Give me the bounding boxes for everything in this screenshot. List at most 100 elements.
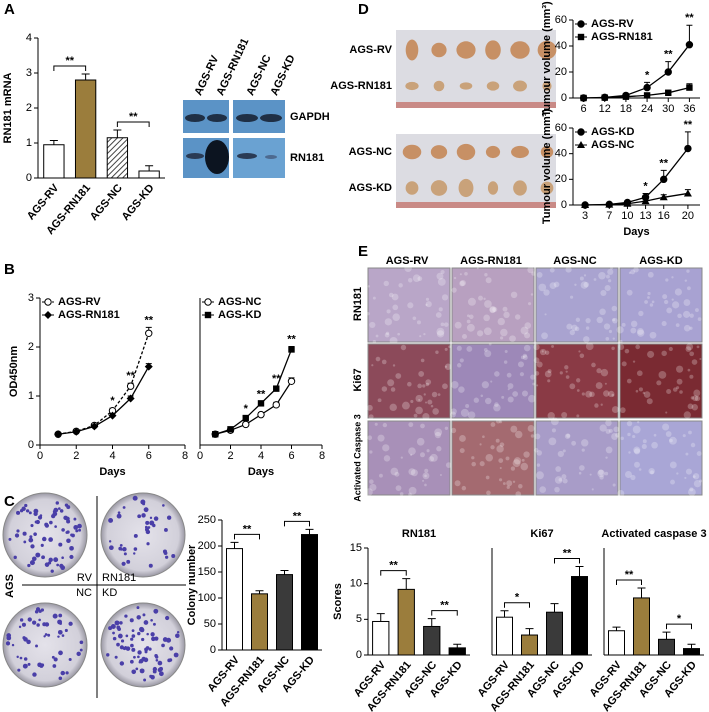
colony [38, 618, 41, 622]
colony [133, 655, 136, 659]
ihc-texture [444, 363, 452, 371]
ihc-texture [611, 393, 615, 397]
ihc-texture [497, 317, 505, 326]
ihc-texture [533, 357, 540, 364]
colony [61, 528, 65, 532]
point [659, 193, 668, 201]
ihc-texture [509, 335, 516, 343]
legend-label: AGS-NC [218, 296, 261, 308]
colony [155, 658, 159, 662]
colony [131, 634, 136, 638]
ihc-texture [562, 449, 566, 453]
ihc-texture [536, 463, 541, 467]
tumour [540, 146, 554, 158]
ihc-texture [510, 466, 516, 471]
tumour [456, 143, 476, 161]
ihc-texture [387, 379, 395, 387]
ihc-texture [391, 293, 399, 301]
ihc-texture [565, 266, 572, 273]
ihc-texture [517, 361, 525, 368]
ihc-texture [574, 283, 577, 286]
ihc-texture [420, 423, 425, 429]
ihc-texture [676, 378, 683, 385]
colony [61, 634, 65, 637]
ihc-texture [425, 301, 432, 308]
colony [144, 525, 148, 529]
colony [144, 650, 148, 654]
point [54, 430, 63, 439]
ihc-texture [619, 339, 623, 344]
ihc-texture [551, 428, 556, 433]
colony [145, 529, 151, 535]
ihc-texture [583, 281, 590, 288]
tumour [430, 145, 448, 159]
ihc-texture [626, 289, 633, 296]
ihc-texture [685, 468, 693, 475]
ihc-texture [459, 448, 465, 454]
ihc-texture [636, 420, 640, 424]
ihc-texture [392, 364, 396, 367]
ihc-texture [437, 393, 441, 397]
ihc-texture [390, 387, 396, 392]
error-bar [637, 587, 646, 598]
ihc-texture [550, 417, 559, 426]
panel-label: A [4, 1, 15, 18]
colony [56, 563, 60, 567]
ihc-texture [422, 413, 430, 421]
bar [608, 630, 625, 656]
colony [47, 561, 52, 565]
error-bar [662, 631, 671, 640]
ihc-texture [669, 438, 673, 443]
series-line [583, 44, 690, 99]
colony [129, 618, 134, 623]
ihc-texture [613, 426, 620, 433]
ihc-texture [367, 435, 373, 441]
ihc-texture [453, 276, 457, 280]
ihc-texture [494, 402, 499, 407]
ihc-texture [575, 317, 581, 322]
panel-label: E [358, 243, 368, 260]
y-axis-label: Colony number [186, 544, 198, 625]
ihc-texture [699, 479, 703, 483]
colony [79, 648, 83, 652]
point [581, 201, 590, 208]
colony [142, 502, 146, 506]
y-tick-label: 40 [555, 40, 567, 52]
ihc-texture [534, 371, 540, 376]
ihc-texture [569, 383, 576, 390]
x-tick-label: AGS-NC [88, 182, 125, 223]
colony [132, 495, 138, 501]
significance-bracket [380, 570, 407, 576]
error-bar [255, 590, 264, 594]
colony [49, 520, 53, 525]
ihc-texture [469, 314, 474, 320]
ihc-texture [523, 344, 531, 352]
ihc-texture [520, 462, 529, 471]
significance-label: ** [243, 523, 252, 535]
ihc-texture [647, 271, 654, 278]
error-bar [230, 541, 239, 549]
colony [77, 523, 82, 529]
ihc-texture [422, 384, 426, 388]
ihc-texture [498, 458, 504, 464]
bar [633, 597, 650, 656]
ihc-texture [410, 399, 414, 404]
ihc-texture [555, 466, 562, 472]
ihc-texture [524, 332, 531, 339]
ihc-texture [547, 412, 555, 420]
ihc-texture [624, 471, 632, 478]
ihc-texture [456, 363, 462, 368]
ihc-texture [630, 269, 636, 275]
ihc-texture [541, 332, 548, 340]
ihc-texture [401, 401, 410, 410]
colony [44, 633, 48, 636]
blot-row-label: RN181 [290, 152, 324, 164]
point [643, 83, 651, 92]
significance-label: ** [684, 119, 693, 131]
point [273, 385, 280, 392]
colony [173, 652, 179, 658]
colony [78, 528, 82, 532]
tumour [459, 82, 473, 90]
colony [152, 622, 156, 626]
colony-plates [2, 492, 186, 698]
